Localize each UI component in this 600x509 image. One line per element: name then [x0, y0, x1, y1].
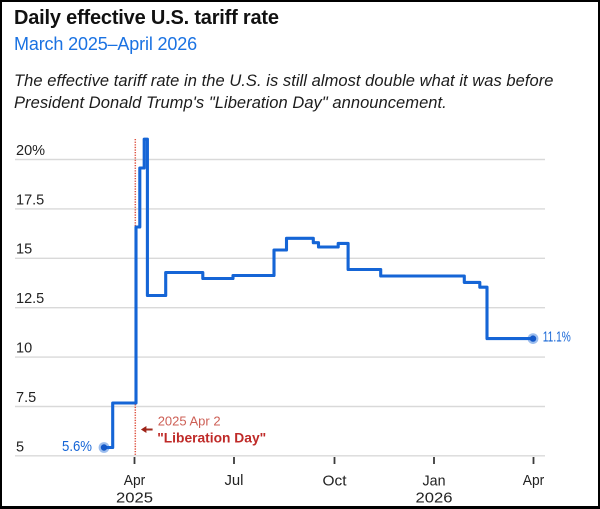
svg-text:Apr: Apr	[124, 472, 146, 489]
svg-text:15: 15	[16, 242, 32, 258]
svg-text:11.1%: 11.1%	[543, 329, 571, 346]
svg-text:17.5: 17.5	[16, 192, 44, 208]
svg-text:2025: 2025	[116, 490, 153, 507]
svg-text:2025 Apr 2: 2025 Apr 2	[158, 414, 221, 429]
svg-text:10: 10	[16, 341, 32, 357]
svg-text:Apr: Apr	[523, 472, 545, 489]
svg-text:5.6%: 5.6%	[62, 438, 92, 455]
svg-text:5: 5	[16, 439, 24, 455]
svg-text:Jul: Jul	[225, 472, 244, 489]
svg-text:Jan: Jan	[423, 473, 446, 490]
svg-text:Oct: Oct	[323, 473, 348, 490]
svg-text:2026: 2026	[416, 490, 453, 507]
svg-text:7.5: 7.5	[16, 390, 36, 406]
svg-text:20%: 20%	[16, 143, 45, 159]
svg-text:"Liberation Day": "Liberation Day"	[157, 430, 266, 446]
svg-text:12.5: 12.5	[16, 291, 44, 307]
